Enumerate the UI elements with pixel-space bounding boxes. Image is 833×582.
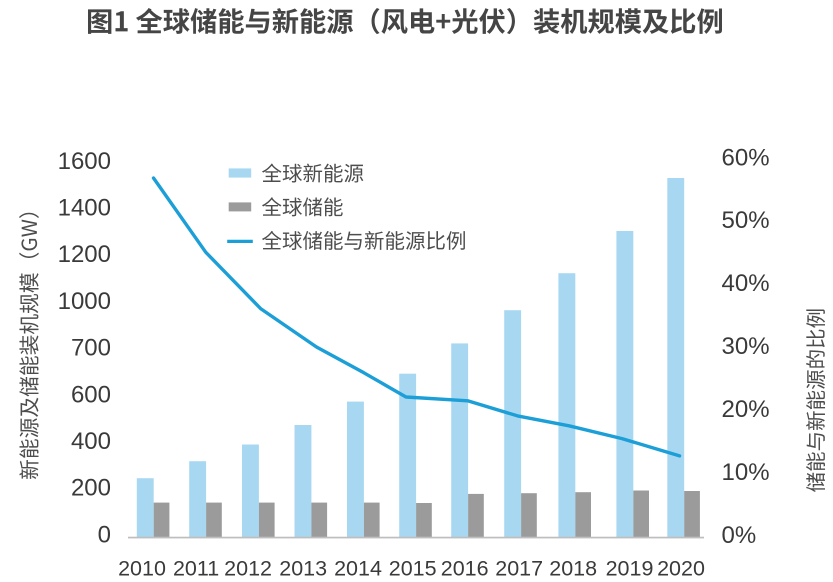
svg-text:2020: 2020 xyxy=(657,557,705,581)
svg-text:1400: 1400 xyxy=(58,195,111,222)
svg-text:40%: 40% xyxy=(722,270,770,297)
svg-text:60%: 60% xyxy=(722,144,770,171)
svg-text:0%: 0% xyxy=(722,522,757,549)
svg-text:2013: 2013 xyxy=(279,557,327,581)
svg-text:2012: 2012 xyxy=(224,557,272,581)
svg-text:2018: 2018 xyxy=(549,557,597,581)
svg-text:2011: 2011 xyxy=(173,557,219,581)
svg-text:0: 0 xyxy=(98,521,111,548)
svg-text:2010: 2010 xyxy=(118,557,166,581)
svg-text:20%: 20% xyxy=(722,396,770,423)
svg-text:400: 400 xyxy=(71,428,111,455)
svg-text:200: 200 xyxy=(71,475,111,502)
svg-text:1000: 1000 xyxy=(58,288,111,315)
svg-text:2017: 2017 xyxy=(495,557,543,581)
svg-text:700: 700 xyxy=(71,335,111,362)
svg-text:2014: 2014 xyxy=(334,557,382,581)
svg-text:2019: 2019 xyxy=(606,557,654,581)
svg-text:600: 600 xyxy=(71,381,111,408)
svg-text:2016: 2016 xyxy=(441,557,489,581)
svg-text:50%: 50% xyxy=(722,207,770,234)
svg-text:1600: 1600 xyxy=(58,148,111,175)
svg-text:30%: 30% xyxy=(722,333,770,360)
svg-text:1200: 1200 xyxy=(58,241,111,268)
svg-text:2015: 2015 xyxy=(389,557,437,581)
svg-text:10%: 10% xyxy=(722,459,770,486)
